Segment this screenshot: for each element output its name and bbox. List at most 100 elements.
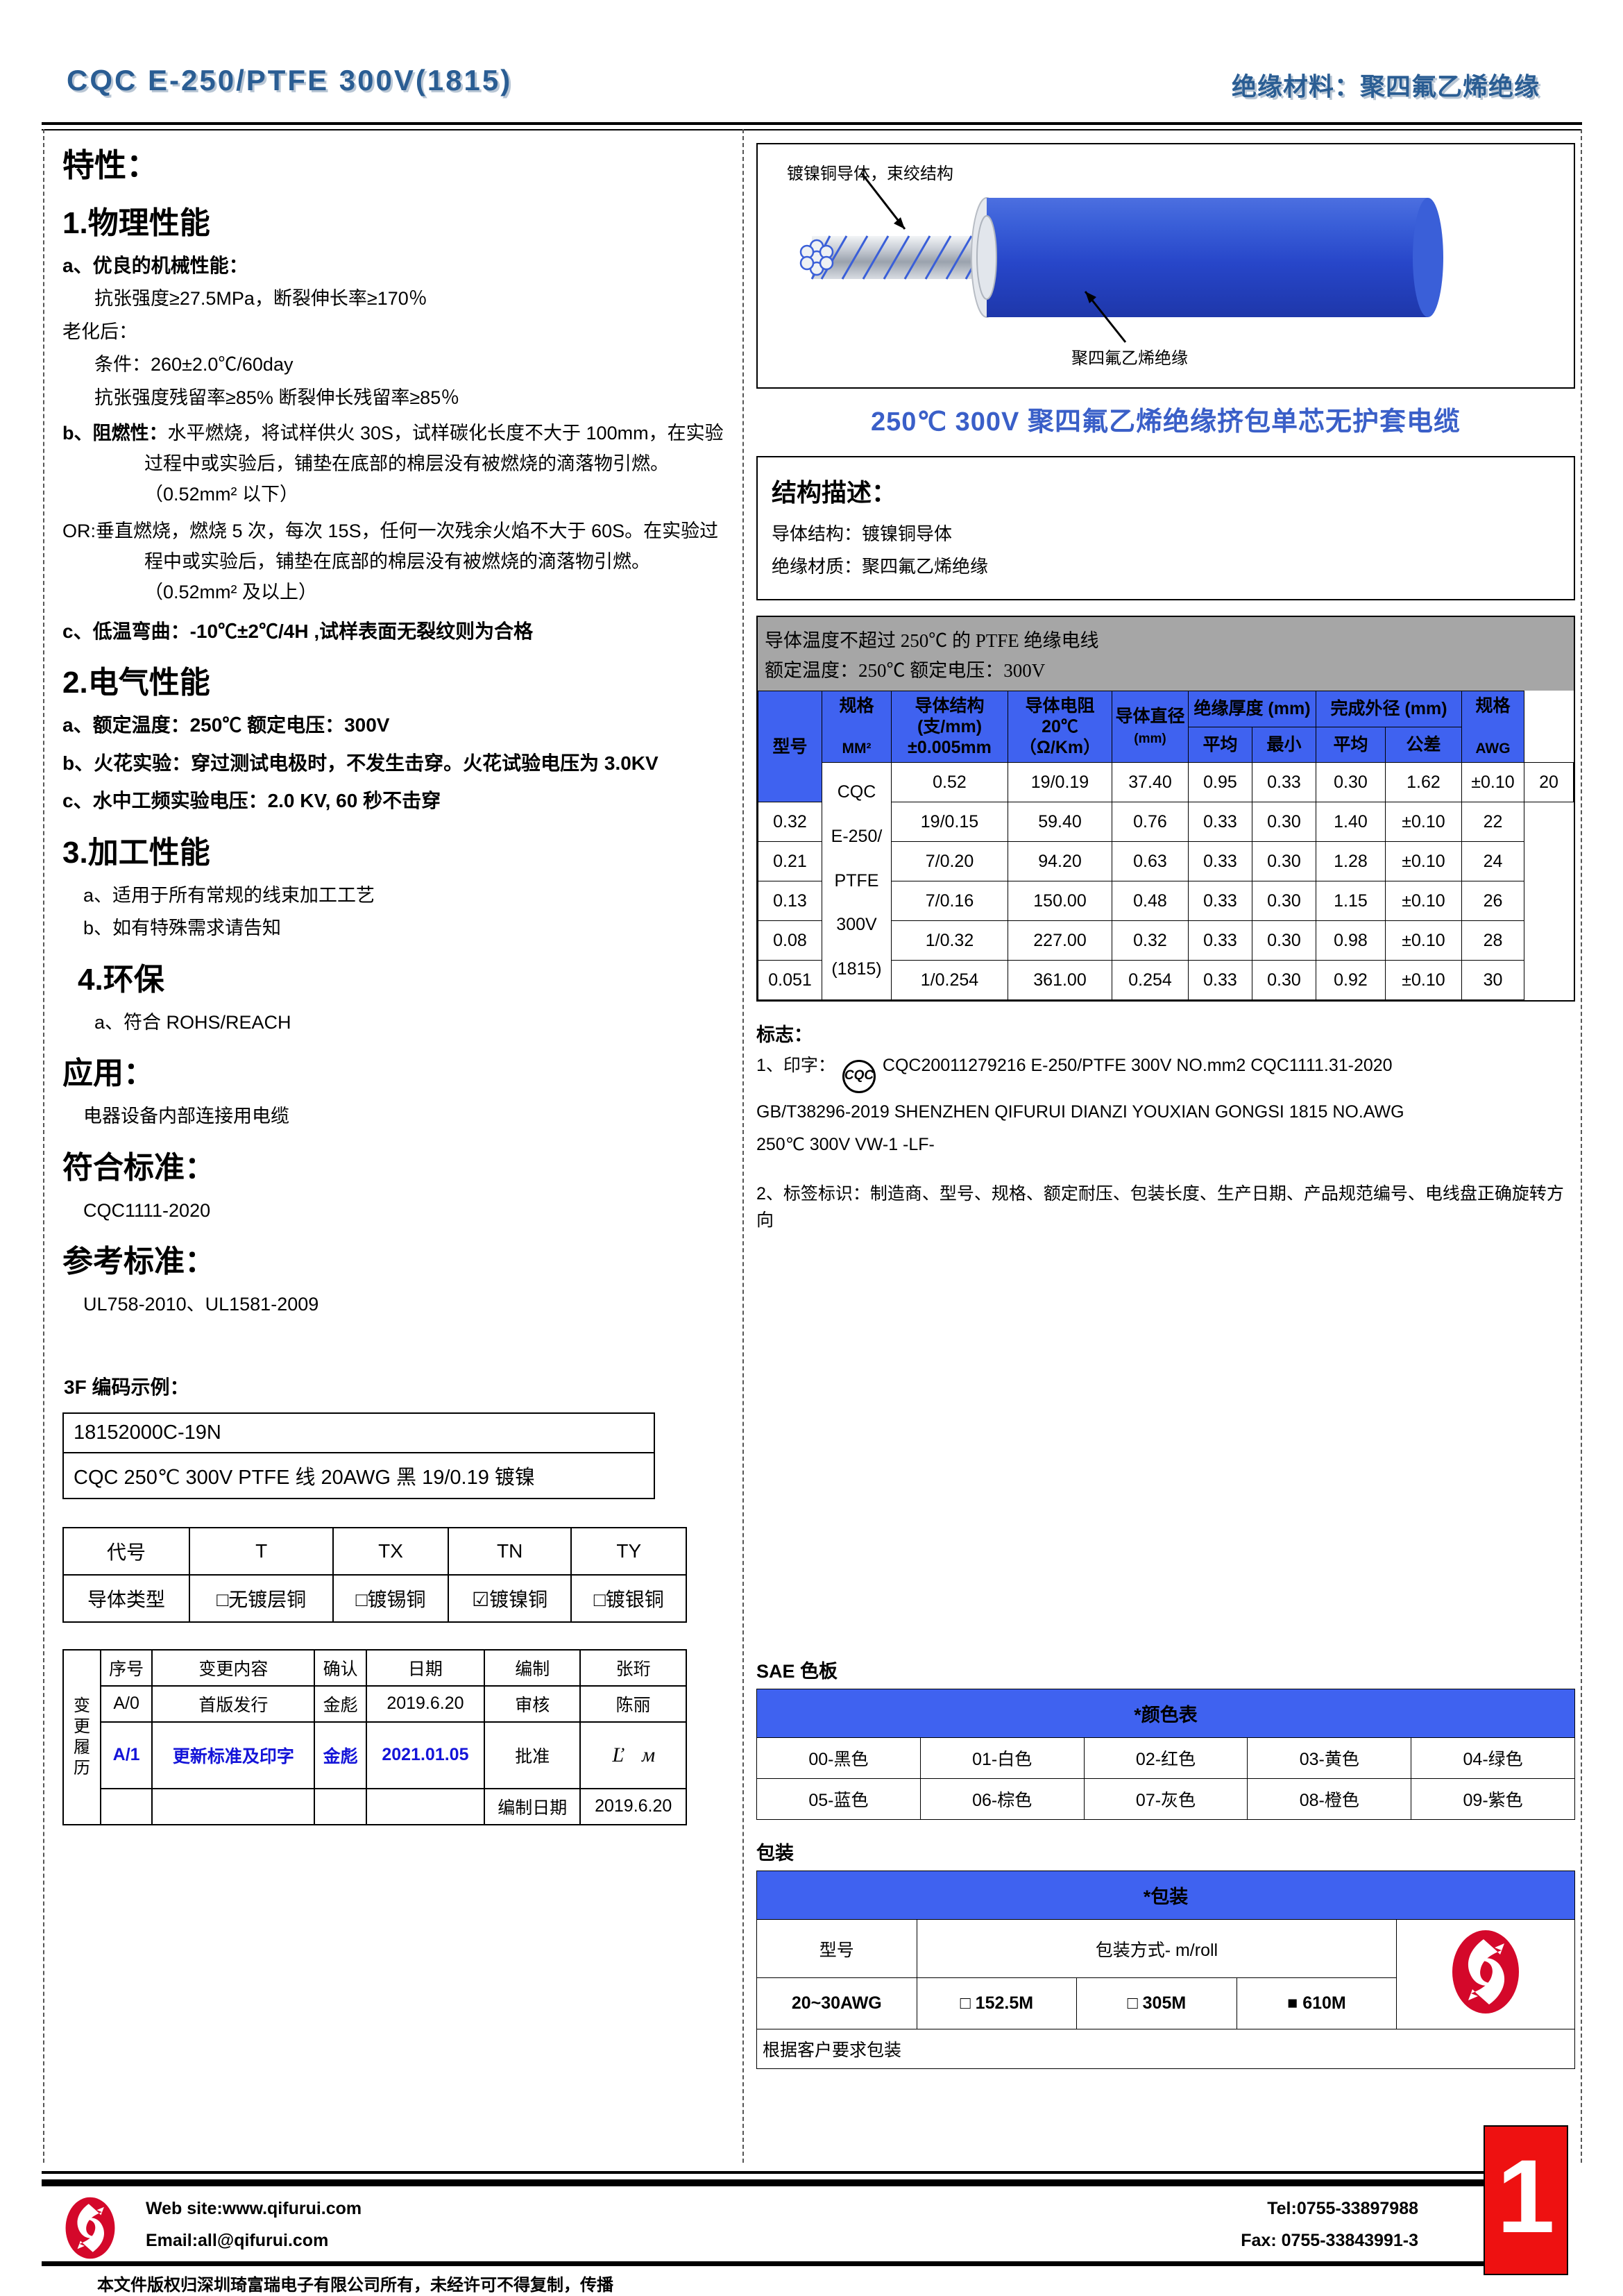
col-size: 规格 MM² [822,691,892,763]
cable-diagram-box: 镀镍铜导体，束绞结构 聚四氟乙烯绝缘 [756,143,1575,389]
col-struct-text: 导体结构(支/mm) [915,696,985,736]
footer-rule-top [42,2171,1515,2174]
table-row: 00-黑色 01-白色 02-红色 03-黄色 04-绿色 [756,1737,1575,1779]
packaging-table-header: *包装 [756,1871,1575,1920]
table-row: 平均 最小 平均 公差 [758,726,1574,763]
marking-heading: 标志： [756,1024,813,1045]
rev-row3-person: 2019.6.20 [579,1787,687,1825]
cell-thk-min: 0.30 [1252,881,1316,921]
table-row: 根据客户要求包装 [756,2029,1575,2069]
vertical-burn-paragraph: OR:垂直燃烧，燃烧 5 次，每次 15S，任何一次残余火焰不大于 60S。在实… [62,516,729,607]
footer-website[interactable]: Web site:www.qifurui.com [146,2199,362,2218]
cell-size: 0.32 [758,802,822,842]
cell-awg: 28 [1461,920,1524,961]
col-thk-avg: 平均 [1188,726,1252,763]
footer-rule-bottom [42,2261,1515,2266]
packaging-option-610[interactable]: ■ 610M [1236,1977,1397,2029]
cell-dia: 0.254 [1112,960,1189,1000]
table-row: 0.13 7/0.16 150.00 0.48 0.33 0.30 1.15 ±… [758,881,1574,921]
table-row: 20~30AWG □ 152.5M □ 305M ■ 610M [756,1977,1575,2029]
rohs-reach-text: a、符合 ROHS/REACH [94,1011,291,1033]
checkbox-bare-copper[interactable]: □无镀层铜 [189,1573,334,1623]
col-size-unit: MM² [842,741,872,757]
structure-conductor-line: 导体结构：镀镍铜导体 [772,523,953,544]
rev-col-person: 张珩 [579,1648,687,1687]
cell-od-tol: ±0.10 [1385,881,1462,921]
col-res-text: 导体电阻 20℃ [1025,696,1095,736]
spec-banner-line1: 导体温度不超过 250℃ 的 PTFE 绝缘电线 [765,630,1099,651]
page-footer: Web site:www.qifurui.com Email:all@qifur… [42,2193,1515,2260]
coding-example-box: 18152000C-19N CQC 250℃ 300V PTFE 线 20AWG… [62,1412,655,1499]
specification-table-wrapper: 导体温度不超过 250℃ 的 PTFE 绝缘电线 额定温度：250℃ 额定电压：… [756,616,1575,1002]
cell-od-avg: 0.92 [1316,960,1386,1000]
cell-size: 0.051 [758,960,822,1000]
color-05: 05-蓝色 [756,1778,921,1820]
header-material-title: 绝缘材料：聚四氟乙烯绝缘 [1231,72,1540,101]
table-row: *包装 [756,1871,1575,1920]
cell-thk-min: 0.30 [1252,960,1316,1000]
packaging-option-305[interactable]: □ 305M [1076,1977,1237,2029]
col-outer-diameter: 完成外径 (mm) [1316,691,1462,727]
rev-row3-date [365,1787,486,1825]
cell-struct: 19/0.15 [891,802,1008,842]
rev-row1-confirm: 金彪 [314,1685,367,1723]
rev-row2-no: A/1 [99,1721,153,1789]
cell-od-tol: ±0.10 [1385,841,1462,881]
col-res-unit: （Ω/Km） [1019,738,1101,757]
table-row: 变更履历 序号 变更内容 确认 日期 编制 张珩 [62,1648,687,1825]
checkbox-silver-plated-copper[interactable]: □镀银铜 [570,1573,687,1623]
rev-col-no: 序号 [99,1648,153,1687]
checkbox-tinned-copper[interactable]: □镀锡铜 [332,1573,449,1623]
table-row: A/0 首版发行 金彪 2019.6.20 审核 陈丽 [63,1685,687,1723]
table-row: CQC E-250/PTFE 300V (1815) 0.52 19/0.19 37.… [758,762,1574,1000]
packaging-option-152[interactable]: □ 152.5M [916,1977,1078,2029]
cell-res: 361.00 [1008,960,1112,1000]
cell-res: 94.20 [1008,841,1112,881]
cell-dia: 0.48 [1112,881,1189,921]
application-text: 电器设备内部连接用电缆 [83,1106,289,1127]
cell-thk-avg: 0.33 [1188,841,1252,881]
table-row: 编制日期 2019.6.20 [63,1787,687,1825]
marking-print-label: 1、印字： [756,1056,835,1075]
left-column: 特性： 1.物理性能 a、优良的机械性能： 抗张强度≥27.5MPa，断裂伸长率… [62,146,729,1825]
header-rule-thick [42,122,1582,125]
cell-thk-avg: 0.33 [1188,802,1252,842]
marking-print-line: 1、印字： CQC CQC20011279216 E-250/PTFE 300V N… [756,1053,1575,1093]
application-heading: 应用： [62,1056,154,1091]
table-row: A/1 更新标准及印字 金彪 2021.01.05 批准 Ľ ᷝᴍ [63,1721,687,1789]
footer-telephone: Tel:0755-33897988 [1267,2199,1418,2218]
rated-temp-voltage-text: a、额定温度：250℃ 额定电压：300V [62,714,390,736]
company-logo [1396,1919,1575,2029]
sae-color-board-label: SAE 色板 [756,1661,838,1682]
col-awg: 规格 AWG [1461,691,1524,763]
packaging-table: *包装 型号 包装方式- m/roll 20~30AWG □ 152.5M □ … [756,1871,1575,2069]
packaging-label: 包装 [756,1843,794,1864]
cell-awg: 24 [1461,841,1524,881]
col-size-text: 规格 [839,696,874,716]
spec-model-value: CQC E-250/PTFE 300V (1815) [822,762,892,1000]
packaging-awg-range: 20~30AWG [756,1977,917,2029]
col-awg-text: 规格 [1475,696,1511,716]
marking-print-line1: CQC20011279216 E-250/PTFE 300V NO.mm2 CQ… [882,1056,1393,1075]
col-model: 型号 [758,691,822,802]
marking-label-identification: 2、标签标识：制造商、型号、规格、额定耐压、包装长度、生产日期、产品规范编号、电… [756,1184,1564,1230]
cell-size: 0.13 [758,881,822,921]
cell-thk-min: 0.30 [1252,802,1316,842]
table-row: 0.21 7/0.20 94.20 0.63 0.33 0.30 1.28 ±0… [758,841,1574,881]
header-product-title: CQC E-250/PTFE 300V(1815) [67,64,513,96]
footer-email[interactable]: Email:all@qifurui.com [146,2231,329,2250]
rev-col-role: 编制 [484,1648,581,1687]
footer-logo-icon [65,2197,115,2259]
marking-print-line3: 250℃ 300V VW-1 -LF- [756,1134,935,1154]
electrical-performance-heading: 2.电气性能 [62,666,210,700]
checkbox-nickel-plated-copper[interactable]: ☑镀镍铜 [447,1573,572,1623]
color-00: 00-黑色 [756,1737,921,1779]
water-immersion-test-text: c、水中工频实验电压：2.0 KV, 60 秒不击穿 [62,790,441,812]
low-temp-bending-text: c、低温弯曲：-10℃±2℃/4H ,试样表面无裂纹则为合格 [62,620,534,642]
reference-standard-text: UL758-2010、UL1581-2009 [83,1294,319,1315]
cell-thk-avg: 0.33 [1188,920,1252,961]
color-08: 08-橙色 [1247,1778,1412,1820]
cell-thk-min: 0.30 [1316,762,1386,802]
table-row: 0.051 1/0.254 361.00 0.254 0.33 0.30 0.9… [758,960,1574,1000]
aging-label: 老化后： [62,321,137,342]
